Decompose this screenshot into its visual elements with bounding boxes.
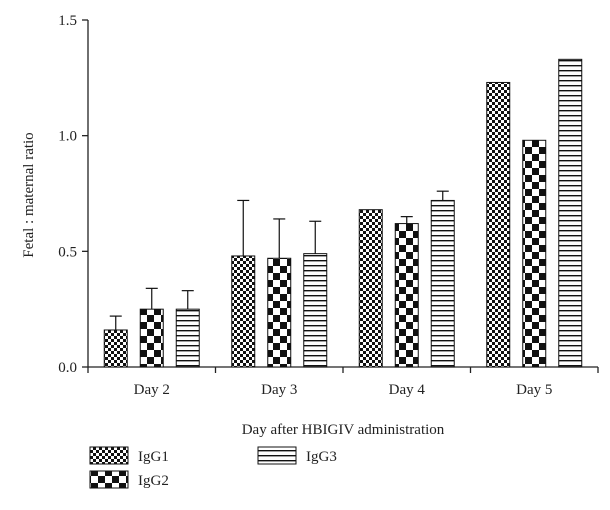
x-axis: Day 2 Day 3 Day 4 Day 5 — [87, 366, 599, 398]
bar-igg3-day-2 — [175, 308, 200, 368]
y-axis: 0.0 0.5 1.0 1.5 — [58, 13, 89, 376]
bar-igg2-day-2 — [139, 308, 164, 368]
bar-igg2-day-4 — [394, 223, 419, 368]
y-tick-label: 0.0 — [58, 360, 77, 376]
bar-igg2-day-5 — [522, 139, 547, 368]
legend-item-igg1: IgG1 — [89, 446, 169, 465]
legend-item-igg3: IgG3 — [257, 446, 337, 465]
bar-igg3-day-5 — [558, 58, 583, 368]
legend-label: IgG1 — [138, 449, 169, 465]
legend-swatch — [89, 470, 129, 489]
y-tick-label: 1.5 — [58, 13, 77, 29]
y-tick-label: 1.0 — [58, 129, 77, 145]
legend-label: IgG2 — [138, 473, 169, 489]
y-tick-label: 0.5 — [58, 244, 77, 260]
bar-igg2-day-3 — [267, 257, 292, 368]
bar-igg3-day-4 — [430, 199, 455, 368]
bar-igg1-day-3 — [231, 255, 256, 368]
legend-label: IgG3 — [306, 449, 337, 465]
bar-igg1-day-2 — [103, 329, 128, 368]
x-tick-label: Day 2 — [134, 382, 170, 398]
bar-igg1-day-5 — [486, 81, 511, 368]
legend-swatch — [257, 446, 297, 465]
legend-item-igg2: IgG2 — [89, 470, 169, 489]
legend-swatch — [89, 446, 129, 465]
bar-igg1-day-4 — [358, 209, 383, 368]
x-tick-label: Day 5 — [516, 382, 552, 398]
y-axis-label: Fetal : maternal ratio — [21, 132, 37, 257]
legend: IgG1 IgG2 IgG3 — [89, 446, 337, 489]
bars — [103, 58, 583, 368]
x-tick-label: Day 3 — [261, 382, 297, 398]
x-axis-label: Day after HBIGIV administration — [242, 422, 445, 438]
bar-igg3-day-3 — [303, 253, 328, 368]
x-tick-label: Day 4 — [389, 382, 426, 398]
